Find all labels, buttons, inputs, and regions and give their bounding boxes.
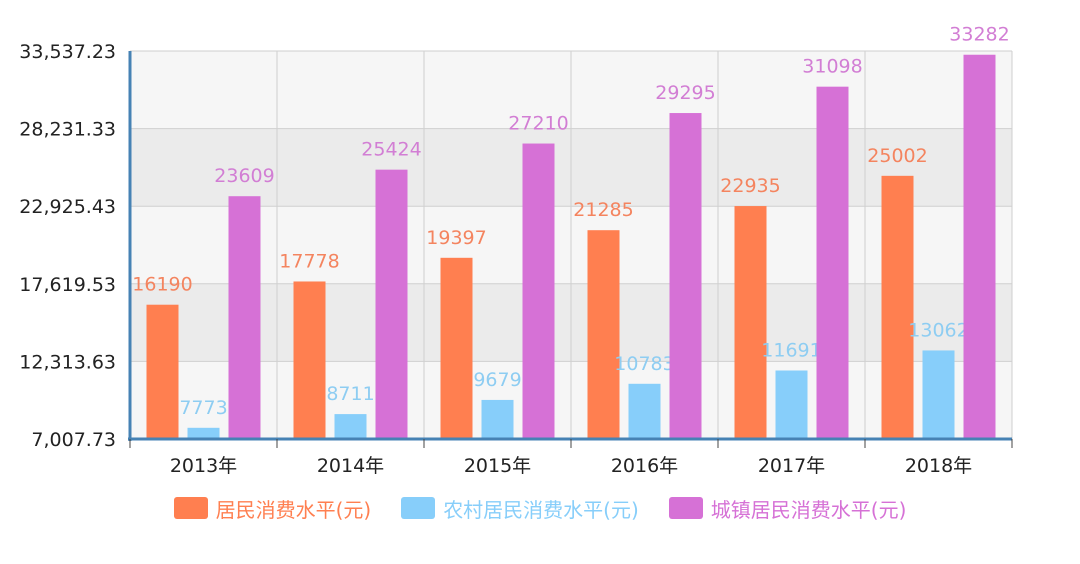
x-tick-label: 2015年	[464, 455, 531, 477]
legend-swatch-residents	[173, 497, 208, 519]
bar-residents[interactable]	[146, 304, 179, 439]
data-label-residents: 19397	[426, 227, 486, 249]
x-tick-label: 2013年	[170, 455, 237, 477]
data-label-residents: 16190	[132, 274, 192, 296]
bar-rural[interactable]	[922, 350, 955, 439]
data-label-rural: 11691	[761, 340, 821, 362]
y-tick-label: 12,313.63	[19, 351, 116, 373]
data-label-rural: 13062	[908, 319, 968, 341]
legend-item-rural[interactable]: 农村居民消费水平(元)	[401, 494, 639, 523]
data-label-rural: 7773	[179, 397, 227, 419]
bar-residents[interactable]	[440, 257, 473, 439]
bar-urban[interactable]	[522, 143, 555, 440]
legend: 居民消费水平(元) 农村居民消费水平(元) 城镇居民消费水平(元)	[0, 488, 1080, 528]
bar-urban[interactable]	[963, 54, 996, 440]
data-label-residents: 17778	[279, 250, 339, 272]
bar-urban[interactable]	[816, 86, 849, 440]
x-tick-label: 2016年	[611, 455, 678, 477]
bar-residents[interactable]	[587, 230, 620, 439]
data-label-residents: 22935	[720, 175, 780, 197]
bar-rural[interactable]	[334, 414, 367, 439]
data-label-rural: 8711	[326, 383, 374, 405]
bar-residents[interactable]	[734, 206, 767, 439]
x-tick-label: 2018年	[905, 455, 972, 477]
y-tick-label: 28,231.33	[19, 119, 116, 141]
bar-chart: 7,007.73 12,313.63 17,619.53 22,925.43 28,23…	[19, 24, 1013, 477]
legend-swatch-urban	[668, 497, 703, 519]
bar-rural[interactable]	[481, 399, 514, 439]
y-tick-label: 33,537.23	[19, 41, 116, 63]
y-tick-label: 17,619.53	[19, 274, 116, 296]
data-label-urban: 29295	[655, 82, 715, 104]
y-tick-label: 7,007.73	[31, 429, 116, 451]
bar-urban[interactable]	[669, 113, 702, 440]
legend-item-urban[interactable]: 城镇居民消费水平(元)	[668, 494, 907, 523]
data-label-rural: 10783	[614, 353, 674, 375]
bar-residents[interactable]	[293, 281, 326, 439]
legend-swatch-rural	[401, 497, 436, 519]
legend-item-residents[interactable]: 居民消费水平(元)	[173, 494, 372, 523]
data-label-urban: 23609	[214, 165, 274, 187]
data-label-urban: 31098	[802, 56, 862, 78]
bar-rural[interactable]	[187, 427, 220, 439]
bar-rural[interactable]	[775, 370, 808, 439]
data-label-residents: 21285	[573, 199, 633, 221]
data-label-urban: 33282	[949, 24, 1009, 46]
legend-label-residents: 居民消费水平(元)	[215, 497, 372, 522]
data-label-rural: 9679	[473, 369, 521, 391]
bar-urban[interactable]	[228, 196, 261, 439]
bar-urban[interactable]	[375, 169, 408, 439]
legend-label-urban: 城镇居民消费水平(元)	[710, 497, 907, 522]
bar-rural[interactable]	[628, 383, 661, 439]
x-tick-label: 2017年	[758, 455, 825, 477]
y-tick-label: 22,925.43	[19, 196, 116, 218]
data-label-residents: 25002	[867, 145, 927, 167]
data-label-urban: 27210	[508, 113, 568, 135]
bar-residents[interactable]	[881, 175, 914, 439]
data-label-urban: 25424	[361, 139, 421, 161]
legend-label-rural: 农村居民消费水平(元)	[443, 497, 639, 522]
x-tick-label: 2014年	[317, 455, 384, 477]
